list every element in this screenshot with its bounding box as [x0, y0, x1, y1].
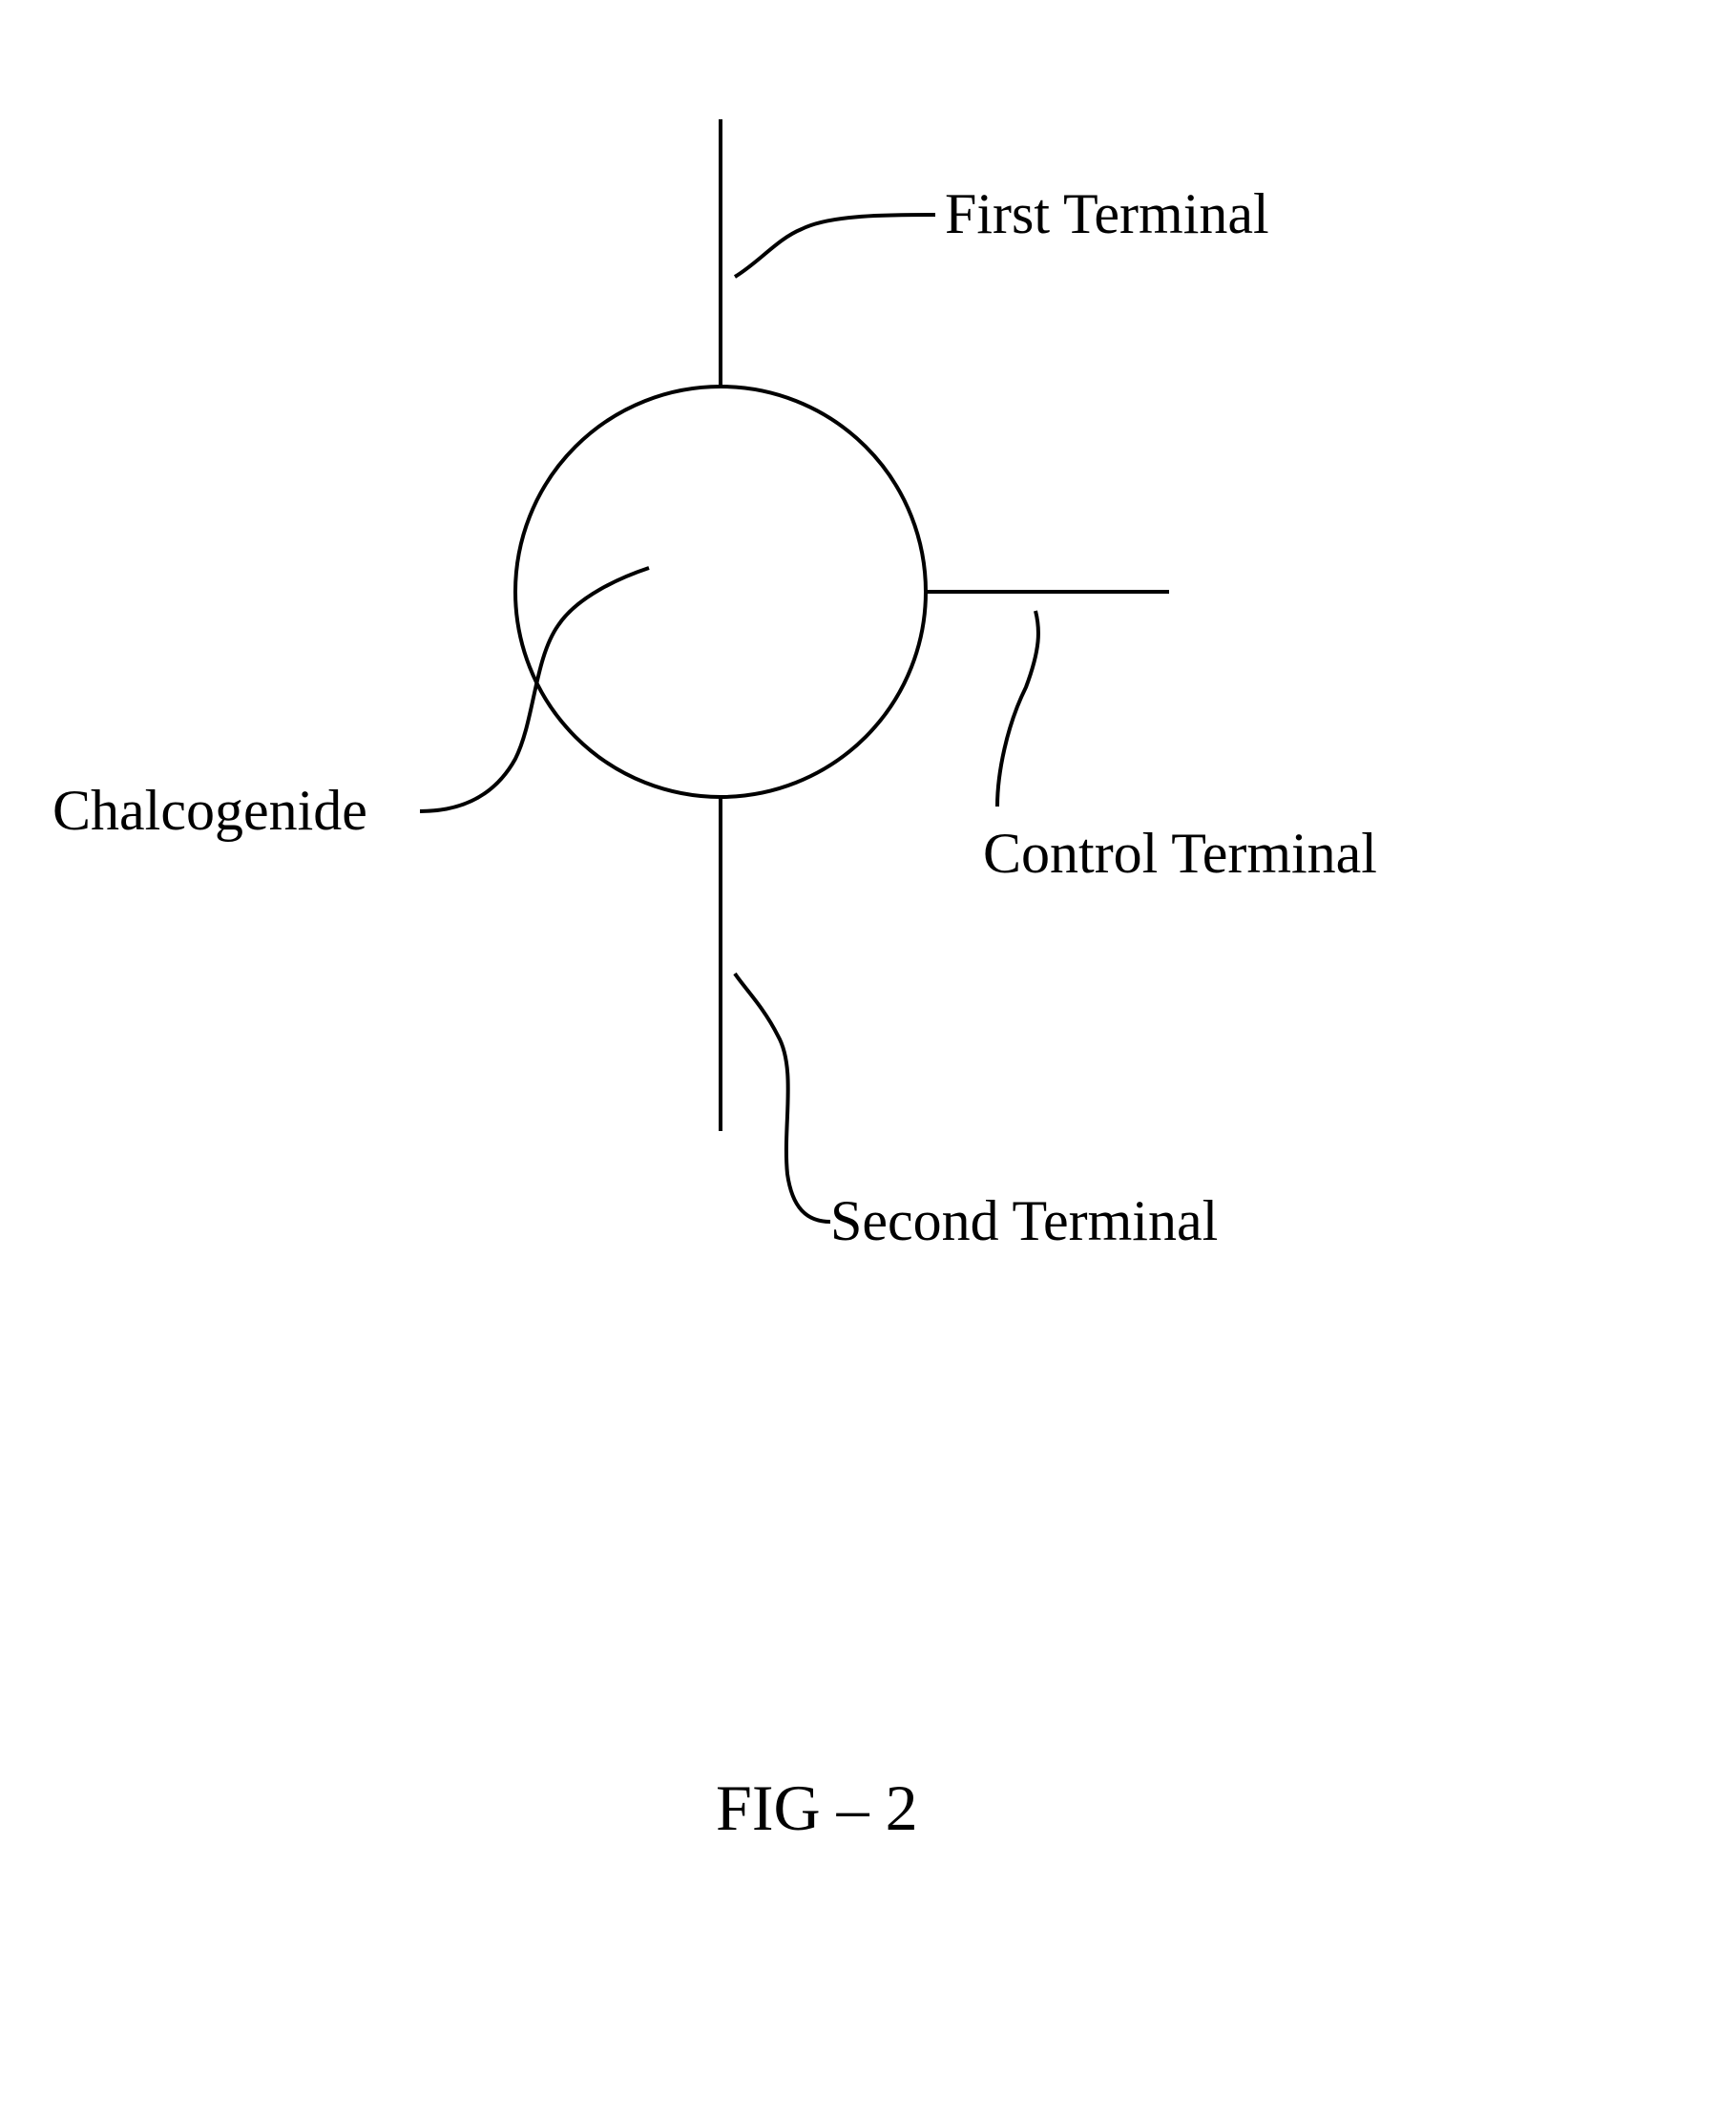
- control-terminal-leader: [997, 611, 1038, 807]
- figure-caption: FIG – 2: [716, 1771, 918, 1846]
- first-terminal-label: First Terminal: [945, 181, 1269, 247]
- first-terminal-leader: [735, 215, 935, 277]
- chalcogenide-leader: [420, 568, 649, 811]
- second-terminal-leader: [735, 974, 830, 1222]
- control-terminal-label: Control Terminal: [983, 821, 1377, 887]
- chalcogenide-label: Chalcogenide: [52, 778, 367, 844]
- diagram-container: First Terminal Control Terminal Second T…: [0, 0, 1736, 2117]
- second-terminal-label: Second Terminal: [830, 1188, 1218, 1254]
- chalcogenide-circle: [515, 387, 926, 797]
